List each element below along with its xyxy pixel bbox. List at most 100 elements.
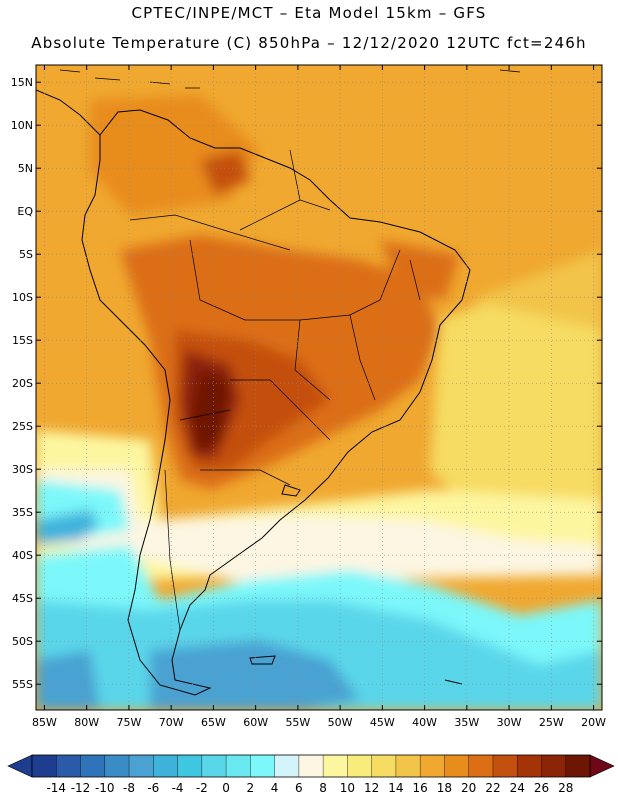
lat-label: 30S <box>12 463 33 476</box>
colorbar-label: 14 <box>388 781 403 795</box>
lat-label: 35S <box>12 506 33 519</box>
colorbar-label: -10 <box>95 781 115 795</box>
colorbar-label: 28 <box>558 781 573 795</box>
region-cream-band <box>36 470 602 585</box>
colorbar-swatch <box>153 755 178 777</box>
lat-label: 25S <box>12 420 33 433</box>
colorbar-label: 2 <box>247 781 255 795</box>
title-line-2: Absolute Temperature (C) 850hPa – 12/12/… <box>31 34 587 52</box>
lat-label: 50S <box>12 635 33 648</box>
colorbar-label: -2 <box>196 781 208 795</box>
lon-label: 40W <box>412 716 437 729</box>
colorbar-label: -4 <box>172 781 184 795</box>
colorbar-label: 12 <box>364 781 379 795</box>
colorbar-swatch <box>32 755 57 777</box>
borders <box>129 149 421 631</box>
lat-label: 15S <box>12 334 33 347</box>
colorbar-label: -14 <box>46 781 66 795</box>
lon-label: 85W <box>32 716 57 729</box>
lon-label: 55W <box>285 716 310 729</box>
colorbar-label: 24 <box>510 781 525 795</box>
lat-label: EQ <box>17 205 33 218</box>
lon-label: 75W <box>116 716 141 729</box>
region-northeast-hot <box>380 240 460 300</box>
colorbar-swatch <box>226 755 251 777</box>
region-pacific-blue-patch <box>36 510 100 545</box>
colorbar-swatch <box>298 755 324 777</box>
lon-label: 35W <box>454 716 479 729</box>
colorbar-swatch <box>395 755 421 777</box>
colorbar-label: 18 <box>437 781 452 795</box>
colorbar-label: 20 <box>461 781 476 795</box>
colorbar-label: -12 <box>71 781 91 795</box>
temperature-field <box>36 65 602 710</box>
lon-label: 20W <box>581 716 606 729</box>
axes: 15N 10N 5N EQ 5S 10S 15S 20S 25S 30S 35S 40S 45S 50S 5… <box>11 65 606 729</box>
colorbar-swatch <box>323 755 348 777</box>
colorbar-label: 22 <box>485 781 500 795</box>
region-atlantic-warm-patch <box>470 250 602 330</box>
colorbar-label: 26 <box>534 781 549 795</box>
central-america <box>36 89 101 136</box>
lat-label: 10S <box>12 291 33 304</box>
lat-label: 40S <box>12 549 33 562</box>
lat-label: 55S <box>12 678 33 691</box>
colorbar-swatch <box>371 755 397 777</box>
colorbar-frame <box>31 754 591 778</box>
lat-label: 15N <box>11 76 33 89</box>
colorbar-swatch <box>420 755 445 777</box>
lon-label: 50W <box>328 716 353 729</box>
lagoa-dos-patos <box>281 484 301 497</box>
colorbar-swatch <box>129 755 154 777</box>
lon-label: 80W <box>74 716 99 729</box>
falklands <box>249 655 276 665</box>
continent-outline <box>81 109 471 696</box>
region-venezuela-hot <box>200 150 250 195</box>
lat-label: 5N <box>18 162 33 175</box>
region-blue-band <box>150 640 360 710</box>
lon-label: 45W <box>370 716 395 729</box>
lat-label: 5S <box>19 248 33 261</box>
colorbar-label: 16 <box>413 781 428 795</box>
title-line-1: CPTEC/INPE/MCT – Eta Model 15km – GFS <box>131 4 487 22</box>
colorbar-label: 10 <box>340 781 355 795</box>
colorbar-swatch <box>541 755 567 777</box>
colorbar-swatch <box>250 755 275 777</box>
lon-label: 30W <box>497 716 522 729</box>
colorbar-swatch <box>274 755 300 777</box>
colorbar-swatch <box>104 755 130 777</box>
colorbar-label: -8 <box>123 781 135 795</box>
south-georgia <box>444 679 463 685</box>
lon-label: 70W <box>159 716 184 729</box>
colorbar-swatch <box>56 755 81 777</box>
lon-label: 65W <box>201 716 226 729</box>
caribbean-islands <box>59 69 521 89</box>
colorbar-swatch <box>517 755 542 777</box>
coastline <box>36 69 521 696</box>
colorbar-label: 0 <box>222 781 230 795</box>
colorbar-swatch <box>201 755 227 777</box>
colorbar: -14 -12 -10 -8 -6 -4 -2 0 2 4 6 8 10 12 14 16 18 20 22 24 26… <box>7 754 615 795</box>
colorbar-swatch <box>468 755 494 777</box>
lat-label: 10N <box>11 119 33 132</box>
region-south-atlantic-mild <box>430 260 602 520</box>
colorbar-swatch <box>444 755 469 777</box>
colorbar-swatch <box>492 755 518 777</box>
colorbar-under-arrow <box>7 754 33 778</box>
colorbar-swatch <box>177 755 203 777</box>
colorbar-over-arrow <box>589 754 615 778</box>
colorbar-label: 4 <box>271 781 279 795</box>
lat-label: 45S <box>12 592 33 605</box>
colorbar-swatch <box>565 755 591 777</box>
colorbar-label: 6 <box>295 781 303 795</box>
map-frame <box>35 64 603 711</box>
colorbar-label: -6 <box>147 781 159 795</box>
lon-label: 60W <box>243 716 268 729</box>
region-blue-band-west <box>36 650 100 710</box>
lon-label: 25W <box>539 716 564 729</box>
colorbar-swatch <box>347 755 372 777</box>
colorbar-label: 8 <box>319 781 327 795</box>
colorbar-swatch <box>80 755 106 777</box>
region-hottest-core <box>190 370 230 452</box>
